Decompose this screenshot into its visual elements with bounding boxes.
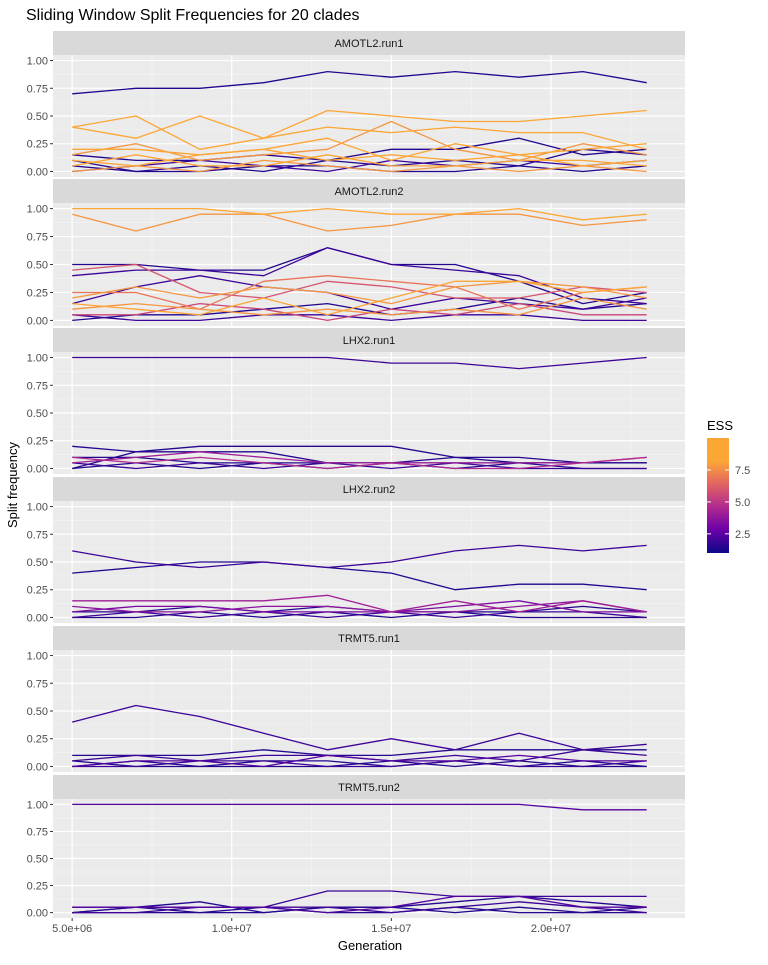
y-tick-label: 0.75: [27, 678, 48, 690]
x-tick-label: 5.0e+06: [52, 923, 92, 935]
facet-panel: TRMT5.run1 0.00 0.25 0.50 0.75 1.00: [27, 626, 685, 773]
series-line: [72, 445, 647, 464]
y-tick-label: 0.50: [27, 111, 48, 123]
series-line: [72, 297, 647, 316]
series-line: [72, 760, 647, 768]
y-tick-label: 0.75: [27, 826, 48, 838]
series-line: [72, 456, 647, 470]
facet-panel: AMOTL2.run2 0.00 0.25 0.50 0.75 1.00: [27, 179, 685, 327]
series-line: [72, 280, 647, 305]
facet-strip-label: TRMT5.run1: [338, 633, 400, 645]
y-tick-label: 0.00: [27, 463, 48, 475]
series-line: [72, 906, 647, 914]
facet-strip: [53, 775, 685, 799]
series-line: [72, 803, 647, 811]
legend-title: ESS: [707, 418, 733, 433]
series-line: [72, 137, 647, 162]
facet-strip: [53, 477, 685, 501]
series-line: [72, 611, 647, 619]
series-line: [72, 594, 647, 613]
facet-strip: [53, 328, 685, 352]
y-tick-label: 0.00: [27, 315, 48, 327]
series-line: [72, 704, 647, 751]
series-line: [72, 159, 647, 173]
facet-panel: AMOTL2.run1 0.00 0.25 0.50 0.75 1.00: [27, 31, 685, 178]
x-tick-label: 1.0e+07: [212, 923, 252, 935]
x-axis-label: Generation: [338, 938, 402, 953]
y-tick-label: 0.25: [27, 585, 48, 597]
legend-tick-label: 2.5: [735, 529, 750, 541]
y-tick-label: 1.00: [27, 799, 48, 811]
y-tick-label: 1.00: [27, 56, 48, 68]
y-tick-label: 0.50: [27, 557, 48, 569]
series-line: [72, 275, 647, 310]
y-axis-label: Split frequency: [5, 442, 20, 528]
series-line: [72, 159, 647, 173]
y-tick-label: 0.50: [27, 854, 48, 866]
series-line: [72, 70, 647, 95]
facet-strip: [53, 626, 685, 650]
series-line: [72, 749, 647, 757]
series-line: [72, 544, 647, 569]
y-tick-label: 1.00: [27, 651, 48, 663]
y-tick-label: 0.50: [27, 260, 48, 272]
x-tick-label: 1.5e+07: [371, 923, 411, 935]
y-tick-label: 0.75: [27, 529, 48, 541]
y-tick-label: 1.00: [27, 353, 48, 365]
y-tick-label: 0.25: [27, 139, 48, 151]
y-tick-label: 0.75: [27, 380, 48, 392]
ess-legend: ESS 2.5 5.0 7.5: [707, 418, 750, 553]
legend-ticks: 2.5 5.0 7.5: [707, 465, 750, 541]
series-line: [72, 302, 647, 322]
facet-strip: [53, 179, 685, 203]
series-line: [72, 207, 647, 221]
y-tick-label: 0.00: [27, 761, 48, 773]
y-tick-label: 0.25: [27, 287, 48, 299]
y-tick-label: 0.50: [27, 706, 48, 718]
series-line: [72, 314, 647, 322]
series-line: [72, 115, 647, 150]
panels-layer: AMOTL2.run10.000.250.500.751.00AMOTL2.ru…: [27, 31, 685, 935]
series-line: [72, 263, 647, 299]
y-tick-label: 0.00: [27, 908, 48, 920]
y-tick-label: 0.00: [27, 166, 48, 178]
y-tick-label: 1.00: [27, 502, 48, 514]
chart-title: Sliding Window Split Frequencies for 20 …: [26, 7, 360, 24]
series-line: [72, 895, 647, 914]
facet-panel: LHX2.run1 0.00 0.25 0.50 0.75 1.00: [27, 328, 685, 475]
series-line: [72, 600, 647, 613]
series-line: [72, 280, 647, 316]
series-line: [72, 109, 647, 150]
y-tick-label: 0.75: [27, 232, 48, 244]
facet-strip-label: LHX2.run2: [343, 484, 396, 496]
legend-colorbar: [707, 438, 729, 553]
facet-strip-label: AMOTL2.run1: [334, 38, 403, 50]
facet-strip-label: AMOTL2.run2: [334, 186, 403, 198]
series-line: [72, 451, 647, 464]
legend-tick-label: 5.0: [735, 497, 750, 509]
series-line: [72, 154, 647, 167]
legend-tick-label: 7.5: [735, 465, 750, 477]
series-line: [72, 297, 647, 322]
facet-panel: TRMT5.run2 0.00 0.25 0.50 0.75 1.00 5.0e+06 1.0…: [27, 775, 685, 935]
y-tick-label: 0.00: [27, 612, 48, 624]
series-line: [72, 213, 647, 232]
y-tick-label: 0.25: [27, 436, 48, 448]
facet-strip-label: LHX2.run1: [343, 335, 396, 347]
x-tick-label: 2.0e+07: [531, 923, 571, 935]
facet-strip: [53, 31, 685, 55]
y-tick-label: 0.75: [27, 83, 48, 95]
series-line: [72, 356, 647, 370]
series-line: [72, 754, 647, 768]
y-tick-label: 1.00: [27, 204, 48, 216]
y-tick-label: 0.25: [27, 734, 48, 746]
y-tick-label: 0.25: [27, 881, 48, 893]
y-tick-label: 0.50: [27, 408, 48, 420]
facet-strip-label: TRMT5.run2: [338, 782, 400, 794]
facet-panel: LHX2.run2 0.00 0.25 0.50 0.75 1.00: [27, 477, 685, 624]
